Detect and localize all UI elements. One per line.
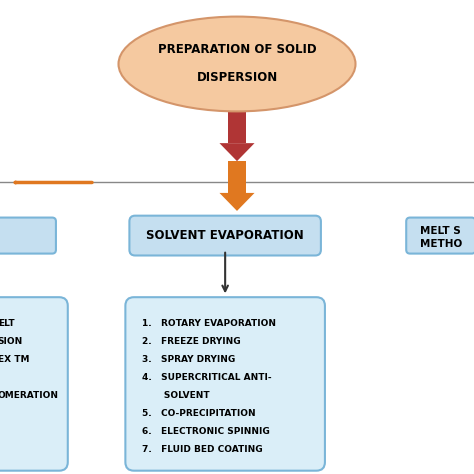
Text: ELT: ELT [0, 319, 14, 328]
Polygon shape [228, 161, 246, 193]
FancyBboxPatch shape [0, 218, 56, 254]
Text: 3.   SPRAY DRYING: 3. SPRAY DRYING [142, 355, 236, 364]
FancyBboxPatch shape [129, 216, 321, 255]
FancyBboxPatch shape [125, 297, 325, 471]
Polygon shape [228, 109, 246, 143]
Text: MELT S: MELT S [420, 226, 461, 236]
Text: 1.   ROTARY EVAPORATION: 1. ROTARY EVAPORATION [142, 319, 276, 328]
Text: METHO: METHO [419, 239, 462, 249]
Text: PREPARATION OF SOLID: PREPARATION OF SOLID [158, 43, 316, 56]
Polygon shape [219, 193, 255, 211]
Ellipse shape [118, 17, 356, 111]
Text: 7.   FLUID BED COATING: 7. FLUID BED COATING [142, 445, 263, 454]
Text: SOLVENT EVAPORATION: SOLVENT EVAPORATION [146, 229, 304, 242]
Text: OMERATION: OMERATION [0, 391, 59, 400]
Text: 6.   ELECTRONIC SPINNIG: 6. ELECTRONIC SPINNIG [142, 427, 270, 436]
FancyBboxPatch shape [0, 297, 68, 471]
Text: SOLVENT: SOLVENT [142, 391, 210, 400]
Text: 2.   FREEZE DRYING: 2. FREEZE DRYING [142, 337, 241, 346]
Text: 4.   SUPERCRITICAL ANTI-: 4. SUPERCRITICAL ANTI- [142, 373, 272, 382]
Polygon shape [219, 143, 255, 161]
Text: 5.   CO-PRECIPITATION: 5. CO-PRECIPITATION [142, 409, 256, 418]
Text: SION: SION [0, 337, 23, 346]
FancyBboxPatch shape [406, 218, 474, 254]
Text: EX TM: EX TM [0, 355, 29, 364]
Text: DISPERSION: DISPERSION [196, 71, 278, 84]
